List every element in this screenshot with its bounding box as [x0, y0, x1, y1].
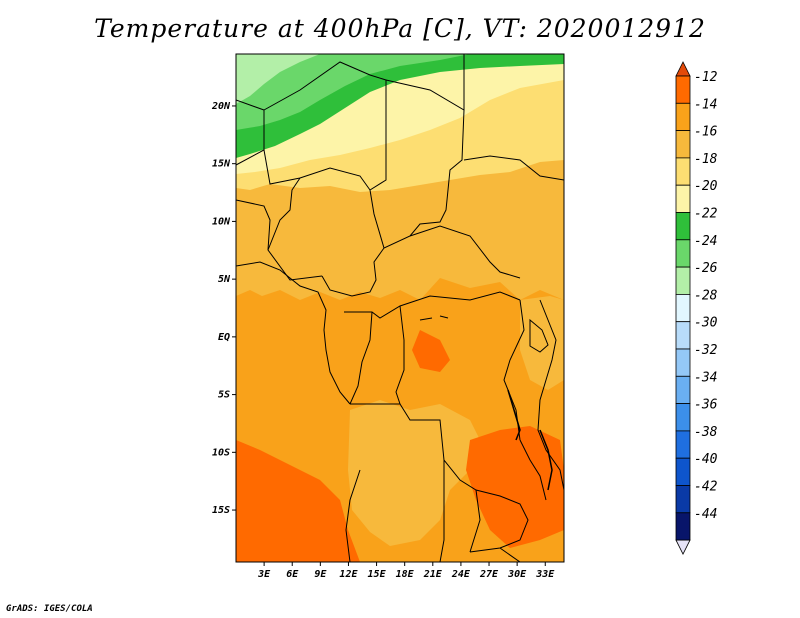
band-light-orange-se	[520, 296, 564, 390]
footer-credit: GrADS: IGES/COLA	[6, 604, 93, 614]
colorbar-segment	[675, 403, 691, 432]
colorbar-segment	[675, 430, 691, 459]
lon-label: 15E	[368, 569, 387, 580]
colorbar-segment	[675, 157, 691, 186]
band-green-mid	[236, 54, 470, 130]
colorbar-label: -38	[694, 425, 718, 440]
lon-label: 24E	[451, 569, 471, 580]
colorbar-segment	[675, 130, 691, 159]
colorbar-label: -20	[694, 179, 718, 194]
colorbar-label: -12	[694, 70, 718, 85]
colorbar-segment	[675, 321, 691, 350]
colorbar-segment	[675, 348, 691, 377]
colorbar-label: -30	[694, 316, 718, 331]
band-dark-orange-center	[412, 330, 450, 372]
colorbar-segment	[675, 293, 691, 323]
country-borders	[236, 54, 564, 562]
colorbar-segment	[675, 375, 691, 404]
colorbar-label: -16	[694, 125, 718, 140]
band-dark-orange-sw	[236, 440, 360, 562]
lat-label: 15N	[212, 159, 231, 170]
map-title: Temperature at 400hPa [C], VT: 202001291…	[94, 14, 706, 43]
band-dark-orange-se	[466, 426, 564, 548]
lon-label: 21E	[423, 569, 443, 580]
colorbar-segment	[675, 457, 691, 486]
colorbar-label: -44	[694, 507, 717, 522]
lat-label: 10S	[212, 447, 230, 458]
colorbar-segment	[675, 75, 691, 104]
colorbar-label: -22	[694, 207, 718, 222]
lon-label: 6E	[286, 569, 299, 580]
colorbar-label: -40	[694, 452, 718, 467]
lon-label: 30E	[507, 569, 527, 580]
lon-label: 18E	[396, 569, 415, 580]
colorbar-segment	[675, 102, 691, 132]
lon-label: 33E	[535, 569, 555, 580]
lat-label: 15S	[212, 505, 230, 516]
colorbar-label: -42	[694, 480, 718, 495]
map-frame	[235, 53, 565, 563]
lon-label: 9E	[314, 569, 327, 580]
colorbar-label: -26	[694, 261, 718, 276]
colorbar-segment	[675, 212, 691, 241]
lon-label: 27E	[479, 569, 499, 580]
colorbar-segment	[675, 239, 691, 268]
lat-label: 5S	[218, 390, 230, 401]
colorbar-label: -32	[694, 343, 718, 358]
colorbar-label: -36	[694, 398, 718, 413]
colorbar: -12 -14 -16 -18 -20 -22 -24 -26 -28 -30 -32 -34 -36 -…	[675, 61, 718, 555]
lon-label: 3E	[257, 569, 271, 580]
colorbar-label: -34	[694, 370, 717, 385]
band-green-light	[236, 54, 320, 104]
colorbar-segment	[675, 512, 691, 541]
latitude-axis: 20N 15N 10N 5N EQ 5S 10S 15S	[211, 101, 236, 516]
longitude-axis: 3E 6E 9E 12E 15E 18E 21E 24E 27E 30E 33E	[257, 562, 555, 580]
colorbar-label: -24	[694, 234, 717, 249]
lon-label: 12E	[339, 569, 358, 580]
lat-label: 20N	[211, 101, 231, 112]
colorbar-label: -14	[694, 97, 717, 112]
lat-label: EQ	[218, 332, 230, 343]
band-light-orange-south	[348, 400, 480, 546]
lat-label: 5N	[218, 274, 231, 285]
colorbar-segment	[675, 184, 691, 213]
colorbar-segment	[675, 266, 691, 295]
colorbar-label: -28	[694, 288, 718, 303]
colorbar-label: -18	[694, 152, 718, 167]
lat-label: 10N	[212, 216, 231, 227]
colorbar-top-arrow	[675, 61, 691, 77]
colorbar-segment	[675, 485, 691, 514]
colorbar-bottom-arrow	[675, 539, 691, 555]
